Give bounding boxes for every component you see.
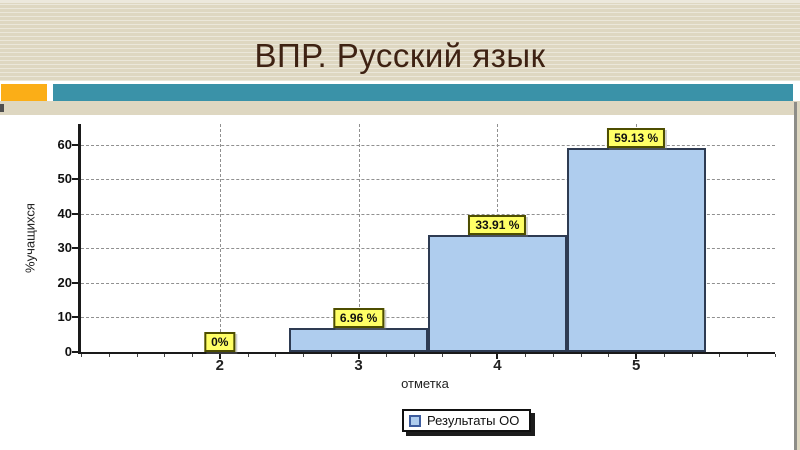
x-major-tick xyxy=(218,354,221,359)
y-tick-mark xyxy=(72,281,78,284)
y-tick-mark xyxy=(72,212,78,215)
divider-notch xyxy=(0,104,4,112)
x-tick-label: 3 xyxy=(354,357,363,374)
y-tick-label: 20 xyxy=(57,274,72,290)
value-label-grade-4: 33.91 % xyxy=(468,214,527,235)
x-minor-tick xyxy=(747,354,749,357)
legend: Результаты ОО xyxy=(402,409,532,432)
x-major-tick xyxy=(357,354,360,359)
gridline-horizontal xyxy=(81,213,775,215)
y-tick-mark xyxy=(72,178,78,181)
y-tick-label: 40 xyxy=(57,205,72,221)
x-minor-tick xyxy=(192,354,194,357)
right-margin xyxy=(797,102,800,450)
legend-label: Результаты ОО xyxy=(427,413,520,428)
x-minor-tick xyxy=(580,354,582,357)
slide-title: ВПР. Русский язык xyxy=(254,37,546,74)
x-minor-tick xyxy=(525,354,527,357)
x-minor-tick xyxy=(330,354,332,357)
plot-area: 0 10 20 30 40 50 60 2 0% 3 6.96 % 4 33.91 % 5 59.13 % xyxy=(58,124,776,374)
x-minor-tick xyxy=(719,354,721,357)
gridline-horizontal xyxy=(81,144,775,146)
legend-swatch-icon xyxy=(409,414,421,427)
x-tick-label: 4 xyxy=(493,357,502,374)
accent-orange-block xyxy=(1,84,47,101)
divider-strip xyxy=(0,101,800,115)
y-tick-mark xyxy=(72,316,78,319)
y-tick-mark xyxy=(72,143,78,146)
x-minor-tick xyxy=(81,354,82,357)
y-tick-label: 0 xyxy=(64,344,72,359)
x-minor-tick xyxy=(108,354,110,357)
gridline-horizontal xyxy=(81,179,775,181)
y-tick-label: 30 xyxy=(57,240,72,256)
x-minor-tick xyxy=(303,354,305,357)
x-minor-tick xyxy=(247,354,249,357)
x-minor-tick xyxy=(414,354,416,357)
x-minor-tick xyxy=(164,354,166,357)
x-minor-tick xyxy=(608,354,610,357)
x-minor-tick xyxy=(136,354,138,357)
x-minor-tick xyxy=(663,354,665,357)
value-label-grade-5: 59.13 % xyxy=(607,127,666,148)
bar-grade-4 xyxy=(428,234,567,352)
panel-shadow xyxy=(794,102,797,450)
bar-grade-3 xyxy=(289,327,428,352)
x-tick-label: 2 xyxy=(215,357,224,374)
y-tick-label: 10 xyxy=(57,309,72,325)
y-tick-mark xyxy=(72,247,78,250)
x-minor-tick xyxy=(691,354,693,357)
y-tick-label: 60 xyxy=(57,136,72,152)
x-major-tick xyxy=(635,354,638,359)
slide-header: ВПР. Русский язык xyxy=(0,0,800,81)
x-minor-tick xyxy=(386,354,388,357)
x-minor-tick xyxy=(552,354,554,357)
x-tick-label: 5 xyxy=(632,357,641,374)
x-minor-tick xyxy=(469,354,471,357)
gridline-vertical xyxy=(358,124,360,352)
y-tick-mark xyxy=(72,351,78,353)
value-label-grade-3: 6.96 % xyxy=(332,307,385,328)
value-label-grade-2: 0% xyxy=(204,332,236,352)
bar-grade-5 xyxy=(566,147,706,352)
x-minor-tick xyxy=(775,354,776,357)
chart-panel: %учащихся 0 10 20 30 40 50 60 2 0% 3 6.96 % 4 33.91 … xyxy=(0,115,794,450)
x-major-tick xyxy=(496,354,499,359)
x-minor-tick xyxy=(275,354,277,357)
y-tick-label: 50 xyxy=(57,171,72,187)
x-minor-tick xyxy=(441,354,443,357)
accent-teal-bar xyxy=(53,84,793,101)
x-axis-title: отметка xyxy=(401,376,449,391)
gridline-vertical xyxy=(219,124,221,352)
